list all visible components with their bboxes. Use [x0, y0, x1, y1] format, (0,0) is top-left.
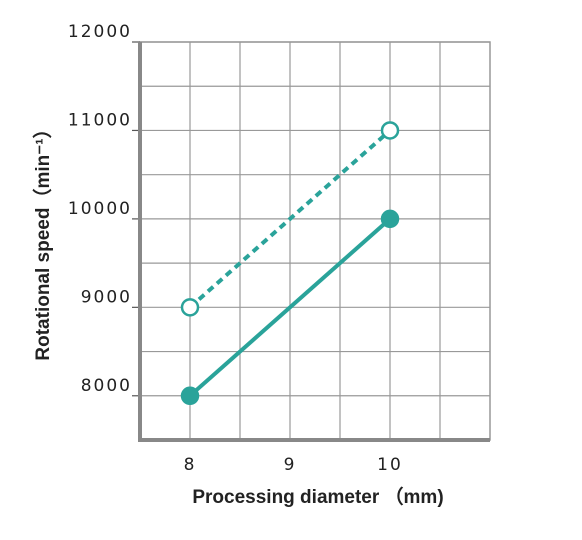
- x-tick-label: 9: [284, 455, 297, 475]
- y-tick-label: 12000: [68, 22, 132, 42]
- x-tick-label: 10: [377, 455, 403, 475]
- y-axis-label: Rotational speed（min⁻¹）: [31, 119, 54, 360]
- series-line: [188, 217, 392, 398]
- y-tick-label: 10000: [68, 199, 132, 219]
- x-tick-label: 8: [184, 455, 197, 475]
- plot-area: [139, 41, 491, 441]
- x-axis-label: Processing diameter （mm): [192, 485, 443, 508]
- point: [180, 298, 200, 317]
- series-line: [188, 128, 392, 309]
- y-tick-label: 11000: [68, 110, 132, 130]
- y-tick-label: 8000: [81, 376, 132, 396]
- point: [380, 121, 400, 140]
- y-tick-label: 9000: [81, 287, 132, 307]
- point: [180, 386, 200, 406]
- point: [380, 209, 400, 229]
